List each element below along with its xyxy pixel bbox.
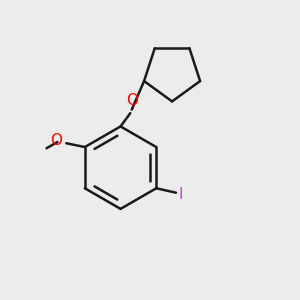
Text: O: O <box>126 93 138 108</box>
Text: O: O <box>50 134 62 148</box>
Text: I: I <box>179 187 183 202</box>
